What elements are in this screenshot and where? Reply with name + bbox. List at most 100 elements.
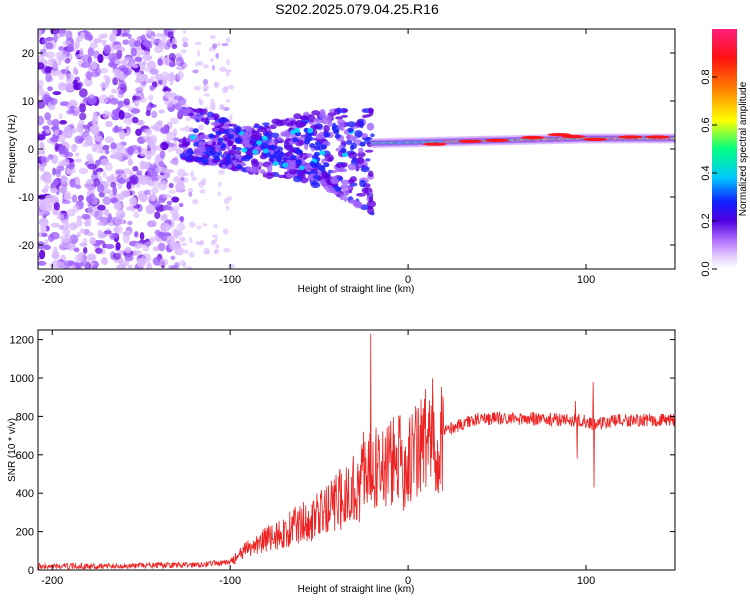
spectrogram-cell xyxy=(315,134,326,140)
snr-series-line xyxy=(38,333,675,570)
spectrogram-cell xyxy=(157,231,165,238)
spectrogram-cell xyxy=(126,181,132,190)
spectrogram-cell xyxy=(359,120,364,129)
spectrogram-cell xyxy=(186,266,192,269)
spectrogram-cell xyxy=(75,184,82,189)
spectrogram-cell xyxy=(367,205,373,210)
spectrogram-cell xyxy=(116,209,126,220)
spectrogram-cell xyxy=(154,73,164,81)
spectrogram-cell xyxy=(71,143,77,153)
spectrogram-cell xyxy=(72,204,80,213)
spectrogram-cell xyxy=(50,222,60,228)
spectrogram-cell xyxy=(73,247,80,253)
spectrogram-cell xyxy=(56,165,65,172)
spectrogram-cell xyxy=(75,39,80,49)
spectrogram-cell xyxy=(182,172,189,177)
spectrogram-cell xyxy=(312,175,320,180)
spectrogram-cell xyxy=(159,141,170,150)
spectrogram-cell xyxy=(87,205,95,215)
spectrogram-cell xyxy=(347,127,354,133)
snr-x-label: Height of straight line (km) xyxy=(298,584,415,595)
spectrogram-cell xyxy=(259,169,266,174)
spectrogram-cell xyxy=(240,157,251,162)
spectrogram-cell xyxy=(45,128,52,134)
spectrogram-cell xyxy=(41,97,50,104)
spectrogram-cell xyxy=(308,143,316,149)
spectrogram-cell xyxy=(45,42,54,50)
spectrogram-cell xyxy=(146,262,152,269)
spectrogram-cell xyxy=(103,44,112,55)
spectrogram-cell xyxy=(95,247,103,254)
spectrogram-cell xyxy=(168,189,176,194)
spectrogram-cell xyxy=(124,254,134,262)
spectrogram-cell xyxy=(197,140,206,149)
spectrogram-cell xyxy=(182,42,189,48)
spectrogram-cell xyxy=(98,191,105,198)
spectrogram-cell xyxy=(196,225,202,230)
colorbar-ticks: 0.0 0.2 0.4 0.6 0.8 xyxy=(700,69,717,277)
spectrogram-cell xyxy=(314,117,320,122)
spectrogram-cell xyxy=(52,167,57,176)
spectrogram-cell xyxy=(311,110,321,116)
spectrogram-cell xyxy=(333,129,340,135)
spectrogram-cell xyxy=(150,125,158,130)
spectrogram-cell xyxy=(110,197,119,204)
spectrogram-cell xyxy=(365,149,374,153)
spectrogram-cell xyxy=(178,236,186,243)
spectrogram-cell xyxy=(422,142,447,146)
spectrogram-cell xyxy=(60,69,66,74)
spectrogram-cell xyxy=(345,140,353,146)
spectrogram-cell xyxy=(84,140,91,146)
spectrogram-cell xyxy=(118,110,125,120)
spectrogram-cell xyxy=(104,209,110,217)
spectrogram-cell xyxy=(69,105,76,114)
spectrogram-cell xyxy=(265,172,274,180)
spectrogram-cell xyxy=(342,152,349,158)
spectrogram-cell xyxy=(130,47,137,57)
spectrogram-cell xyxy=(53,178,59,186)
spectrogram-cell xyxy=(89,236,96,245)
spectrogram-cell xyxy=(122,173,128,180)
spectrogram-cell xyxy=(347,163,357,171)
spectrogram-cell xyxy=(278,119,287,126)
spectrogram-cell xyxy=(61,219,69,225)
spectrogram-cell xyxy=(209,34,216,40)
spectrogram-cell xyxy=(352,136,358,143)
spectrogram-cell xyxy=(90,61,98,70)
spectrogram-cell xyxy=(217,137,224,143)
spectrogram-cell xyxy=(150,35,155,45)
spectrogram-cell xyxy=(53,202,60,211)
spectrogram-cell xyxy=(107,213,113,224)
spectrogram-cell xyxy=(369,211,375,216)
spectrogram-cell xyxy=(208,46,212,52)
spectrogram-cell xyxy=(158,40,167,49)
spectrogram-x-tick-label: 100 xyxy=(577,274,595,286)
spectrogram-cell xyxy=(132,64,139,69)
spectrogram-cell xyxy=(39,204,48,211)
spectrogram-cell xyxy=(267,164,273,173)
spectrogram-cell xyxy=(140,50,151,56)
spectrogram-cell xyxy=(97,204,106,211)
spectrogram-cell xyxy=(180,127,185,132)
spectrogram-cell xyxy=(94,135,103,142)
spectrogram-cell xyxy=(211,121,221,126)
snr-y-tick-label: 800 xyxy=(16,411,34,423)
spectrogram-cell xyxy=(203,87,208,93)
spectrogram-cell xyxy=(151,110,158,119)
spectrogram-cell xyxy=(335,163,343,168)
spectrogram-cell xyxy=(193,85,198,91)
spectrogram-cell xyxy=(256,127,267,133)
spectrogram-cell xyxy=(38,115,45,126)
spectrogram-cell xyxy=(150,187,160,194)
snr-x-tick-label: 100 xyxy=(577,575,595,587)
spectrogram-x-label: Height of straight line (km) xyxy=(298,284,415,295)
spectrogram-cell xyxy=(261,135,268,141)
spectrogram-cell xyxy=(241,125,250,130)
spectrogram-cell xyxy=(171,196,180,203)
spectrogram-cell xyxy=(136,170,143,176)
spectrogram-cell xyxy=(133,40,142,47)
spectrogram-cell xyxy=(159,258,169,267)
spectrogram-cell xyxy=(282,162,289,168)
spectrogram-cell xyxy=(80,61,91,68)
spectrogram-cell xyxy=(249,134,258,140)
